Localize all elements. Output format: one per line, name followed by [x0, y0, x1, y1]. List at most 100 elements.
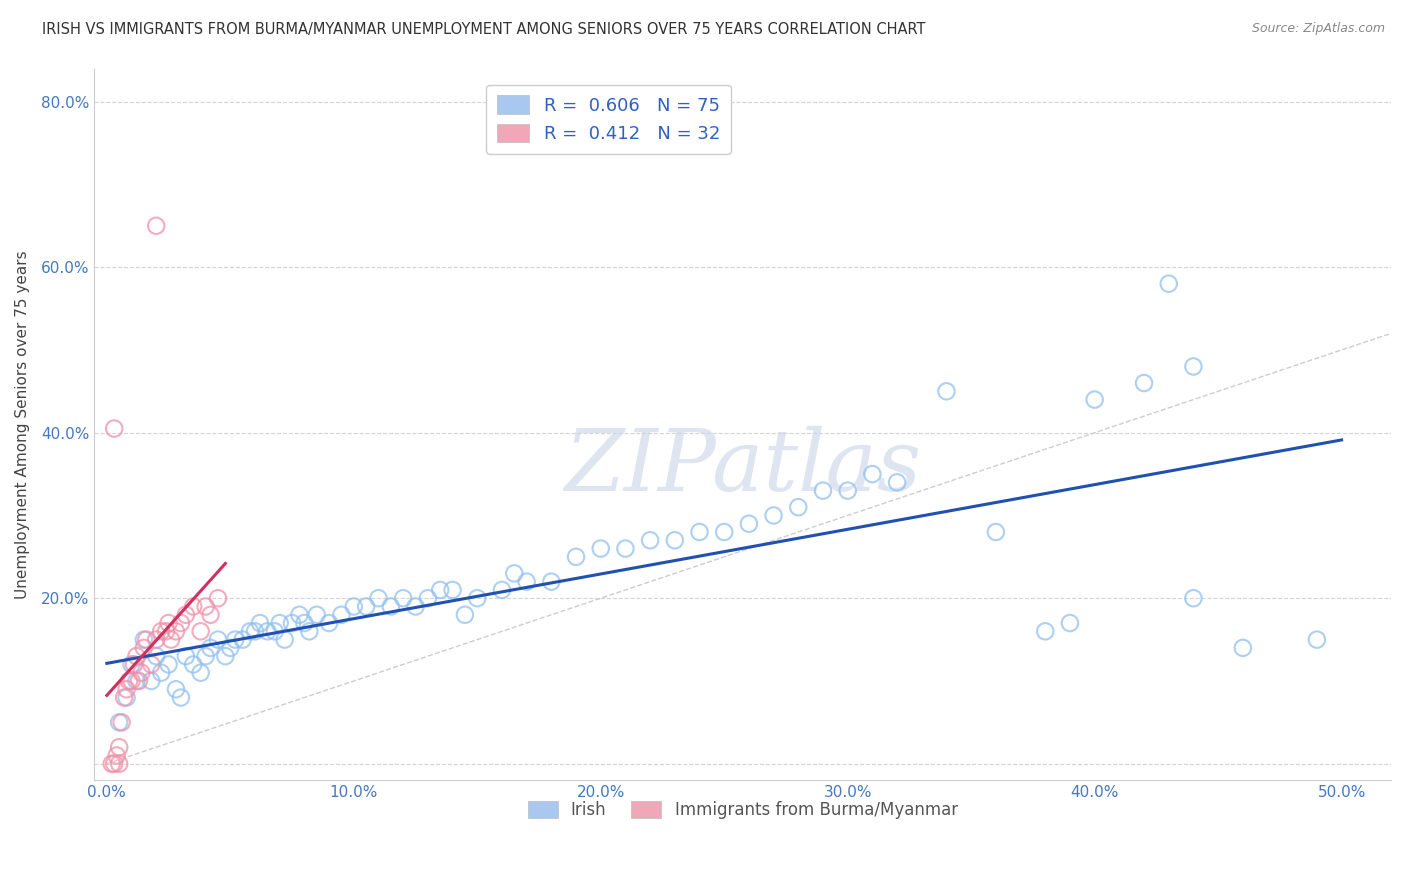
Point — [503, 566, 526, 581]
Point — [200, 607, 222, 622]
Point — [860, 467, 883, 481]
Point — [121, 657, 143, 672]
Point — [1084, 392, 1107, 407]
Point — [491, 582, 513, 597]
Point — [170, 615, 193, 630]
Point — [713, 524, 735, 539]
Text: IRISH VS IMMIGRANTS FROM BURMA/MYANMAR UNEMPLOYMENT AMONG SENIORS OVER 75 YEARS : IRISH VS IMMIGRANTS FROM BURMA/MYANMAR U… — [42, 22, 925, 37]
Point — [103, 756, 125, 771]
Point — [288, 607, 311, 622]
Point — [108, 715, 131, 730]
Point — [1157, 277, 1180, 291]
Point — [367, 591, 389, 606]
Point — [638, 533, 661, 548]
Point — [689, 524, 711, 539]
Point — [762, 508, 785, 523]
Point — [108, 740, 131, 755]
Point — [273, 632, 295, 647]
Point — [165, 624, 187, 639]
Point — [232, 632, 254, 647]
Point — [145, 649, 167, 664]
Point — [1133, 376, 1156, 390]
Point — [128, 673, 150, 688]
Point — [1033, 624, 1056, 639]
Point — [738, 516, 761, 531]
Point — [516, 574, 538, 589]
Point — [984, 524, 1007, 539]
Point — [194, 599, 217, 614]
Point — [416, 591, 439, 606]
Point — [1182, 359, 1205, 374]
Point — [170, 690, 193, 705]
Point — [318, 615, 340, 630]
Point — [132, 640, 155, 655]
Point — [811, 483, 834, 498]
Point — [1182, 591, 1205, 606]
Point — [405, 599, 427, 614]
Point — [141, 657, 163, 672]
Point — [135, 632, 157, 647]
Point — [1232, 640, 1254, 655]
Point — [269, 615, 291, 630]
Point — [392, 591, 415, 606]
Point — [207, 632, 229, 647]
Point — [243, 624, 266, 639]
Point — [111, 715, 134, 730]
Point — [150, 665, 173, 680]
Point — [200, 640, 222, 655]
Point — [935, 384, 957, 399]
Point — [1306, 632, 1329, 647]
Text: ZIPatlas: ZIPatlas — [564, 425, 921, 508]
Point — [121, 673, 143, 688]
Point — [190, 624, 212, 639]
Point — [145, 219, 167, 233]
Point — [224, 632, 246, 647]
Point — [429, 582, 451, 597]
Point — [131, 665, 153, 680]
Point — [112, 690, 135, 705]
Point — [160, 632, 183, 647]
Point — [118, 673, 141, 688]
Text: Source: ZipAtlas.com: Source: ZipAtlas.com — [1251, 22, 1385, 36]
Point — [256, 624, 278, 639]
Point — [837, 483, 859, 498]
Point — [190, 665, 212, 680]
Point — [108, 756, 131, 771]
Point — [174, 607, 197, 622]
Point — [125, 673, 148, 688]
Point — [281, 615, 304, 630]
Point — [181, 599, 204, 614]
Point — [330, 607, 353, 622]
Point — [103, 421, 125, 435]
Point — [122, 657, 145, 672]
Point — [565, 549, 588, 564]
Point — [207, 591, 229, 606]
Point — [589, 541, 612, 556]
Point — [441, 582, 464, 597]
Point — [787, 500, 810, 515]
Point — [540, 574, 562, 589]
Point — [214, 649, 236, 664]
Point — [141, 673, 163, 688]
Point — [305, 607, 328, 622]
Point — [145, 632, 167, 647]
Point — [380, 599, 402, 614]
Point — [886, 475, 908, 490]
Point — [181, 657, 204, 672]
Point — [100, 756, 122, 771]
Point — [174, 649, 197, 664]
Point — [115, 690, 138, 705]
Point — [125, 649, 148, 664]
Point — [1059, 615, 1081, 630]
Point — [115, 682, 138, 697]
Point — [454, 607, 477, 622]
Point — [194, 649, 217, 664]
Point — [298, 624, 321, 639]
Point — [292, 615, 315, 630]
Point — [664, 533, 686, 548]
Legend: Irish, Immigrants from Burma/Myanmar: Irish, Immigrants from Burma/Myanmar — [520, 794, 965, 825]
Point — [132, 632, 155, 647]
Point — [239, 624, 262, 639]
Point — [614, 541, 637, 556]
Point — [150, 624, 173, 639]
